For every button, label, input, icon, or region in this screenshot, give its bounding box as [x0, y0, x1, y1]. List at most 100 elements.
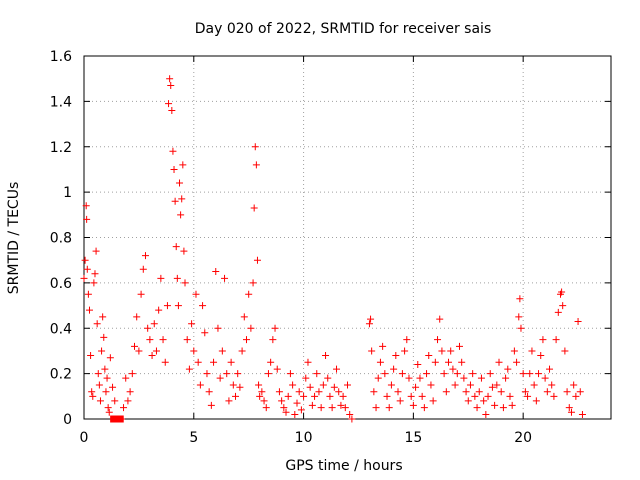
data-point	[168, 106, 176, 114]
data-point	[308, 401, 316, 409]
data-point	[83, 265, 91, 273]
data-point	[102, 388, 110, 396]
y-tick-label: 1	[63, 185, 72, 201]
data-point	[541, 374, 549, 382]
data-point	[407, 392, 415, 400]
data-point	[348, 415, 356, 423]
data-point	[317, 404, 325, 412]
data-point	[260, 397, 268, 405]
data-point	[89, 392, 97, 400]
data-point	[150, 320, 158, 328]
data-point	[434, 336, 442, 344]
data-point	[214, 324, 222, 332]
data-point	[242, 336, 250, 344]
data-point	[436, 315, 444, 323]
data-point	[255, 381, 263, 389]
data-point	[302, 374, 310, 382]
data-point	[232, 392, 240, 400]
data-point	[484, 392, 492, 400]
data-point	[81, 256, 89, 264]
data-point	[253, 256, 261, 264]
data-point	[199, 302, 207, 310]
data-point	[453, 370, 461, 378]
data-point	[460, 374, 468, 382]
data-point	[203, 370, 211, 378]
data-point	[201, 329, 209, 337]
data-point	[306, 383, 314, 391]
data-point	[495, 358, 503, 366]
data-point	[249, 279, 257, 287]
data-point	[196, 381, 204, 389]
data-point	[559, 302, 567, 310]
data-point	[101, 365, 109, 373]
data-point	[471, 392, 479, 400]
data-point	[238, 347, 246, 355]
data-point	[370, 388, 378, 396]
data-point	[447, 347, 455, 355]
data-point	[179, 161, 187, 169]
data-point	[177, 211, 185, 219]
data-point	[394, 388, 402, 396]
data-point	[146, 336, 154, 344]
data-point	[131, 342, 139, 350]
y-tick-label: 0.4	[50, 321, 72, 337]
data-point	[271, 324, 279, 332]
data-point	[405, 374, 413, 382]
data-point	[247, 324, 255, 332]
chart-title: Day 020 of 2022, SRMTID for receiver sai…	[195, 21, 491, 37]
data-point	[482, 410, 490, 418]
data-point	[429, 397, 437, 405]
x-tick-label: 5	[189, 430, 198, 446]
data-point	[516, 295, 524, 303]
data-point	[543, 388, 551, 396]
data-point	[383, 392, 391, 400]
data-point	[223, 370, 231, 378]
data-point	[120, 404, 128, 412]
data-point	[80, 274, 88, 282]
data-point	[326, 392, 334, 400]
data-point	[166, 75, 174, 83]
data-point	[374, 374, 382, 382]
data-point	[558, 288, 566, 296]
data-point	[278, 397, 286, 405]
data-point	[427, 381, 435, 389]
data-point	[333, 365, 341, 373]
data-point	[111, 397, 119, 405]
data-point	[409, 401, 417, 409]
data-point	[510, 347, 518, 355]
data-point	[91, 270, 99, 278]
data-point	[576, 388, 584, 396]
data-point	[212, 268, 220, 276]
data-point	[289, 381, 297, 389]
data-point	[532, 397, 540, 405]
data-point	[297, 406, 305, 414]
data-point	[376, 358, 384, 366]
data-point	[311, 392, 319, 400]
data-point	[414, 361, 422, 369]
data-point	[438, 347, 446, 355]
data-point	[412, 383, 420, 391]
data-point	[493, 381, 501, 389]
data-point	[341, 404, 349, 412]
data-point	[469, 370, 477, 378]
data-point	[537, 351, 545, 359]
data-point	[144, 324, 152, 332]
data-point	[548, 381, 556, 389]
data-point	[387, 381, 395, 389]
data-point	[157, 274, 165, 282]
data-point	[245, 290, 253, 298]
x-axis-label: GPS time / hours	[285, 458, 402, 474]
data-point	[574, 317, 582, 325]
data-point	[328, 404, 336, 412]
data-point	[418, 392, 426, 400]
data-point	[530, 381, 538, 389]
data-point	[337, 401, 345, 409]
data-point	[521, 388, 529, 396]
data-point	[570, 381, 578, 389]
data-point	[524, 392, 532, 400]
data-point	[365, 320, 373, 328]
data-point	[100, 333, 108, 341]
data-point	[194, 358, 202, 366]
data-point	[90, 279, 98, 287]
data-point	[466, 381, 474, 389]
